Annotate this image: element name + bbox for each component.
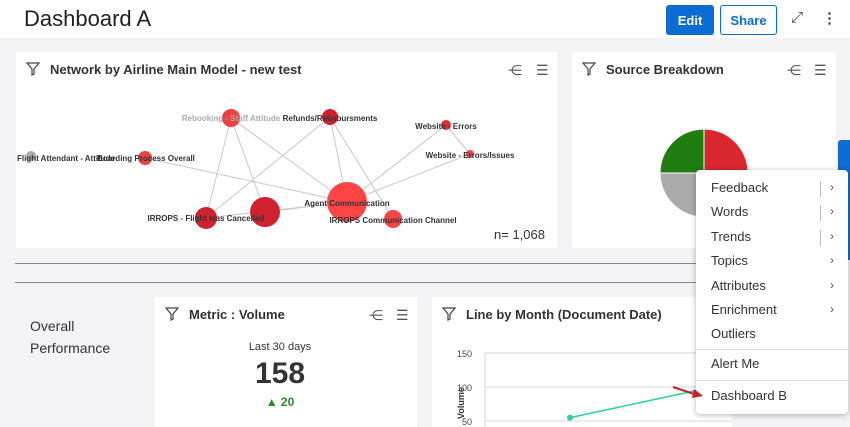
network-node[interactable] [441, 120, 451, 130]
network-node[interactable] [138, 151, 152, 165]
sample-size: n= 1,068 [494, 227, 545, 242]
divider [15, 282, 705, 283]
network-node-label: Flight Attendant - Attitude [17, 154, 116, 163]
data-point[interactable] [567, 414, 573, 421]
widget-title: Source Breakdown [606, 62, 724, 77]
y-tick: 50 [462, 417, 472, 427]
network-node-label: IRROPS - Flight was Cancelled [148, 214, 265, 223]
chevron-right-icon[interactable]: › [830, 302, 834, 316]
divider [15, 263, 705, 264]
y-tick: 100 [457, 383, 472, 393]
widget-title: Network by Airline Main Model - new test [50, 62, 302, 77]
menu-icon[interactable]: ☰ [814, 62, 827, 78]
network-edge [230, 117, 266, 213]
share-nodes-icon[interactable]: ⋲ [369, 307, 383, 323]
menu-icon[interactable]: ☰ [536, 62, 549, 78]
menu-separator [820, 181, 821, 197]
section-label-line: Performance [30, 340, 111, 356]
filter-icon[interactable] [26, 62, 40, 76]
section-label: Overall Performance [30, 315, 110, 359]
metric-widget: Metric : Volume ⋲ ☰ Last 30 days 158 ▲ 2… [155, 297, 417, 427]
y-axis-label: Volume [456, 387, 466, 419]
network-node-label: Refunds/Reimbursments [283, 114, 378, 123]
share-nodes-icon[interactable]: ⋲ [508, 62, 522, 78]
network-edge [346, 124, 447, 203]
chevron-right-icon[interactable]: › [830, 253, 834, 268]
menu-item-dashboard-b[interactable]: Dashboard B [711, 388, 787, 403]
network-edge [445, 124, 471, 155]
network-node[interactable] [466, 150, 474, 158]
metric-period: Last 30 days [248, 341, 312, 353]
menu-item-words[interactable]: Words [711, 204, 749, 220]
menu-item-topics[interactable]: Topics [711, 253, 748, 269]
section-label-line: Overall [30, 318, 75, 334]
network-node[interactable] [250, 197, 280, 227]
menu-item-outliers[interactable]: Outliers [711, 326, 756, 342]
menu-separator [820, 229, 821, 246]
menu-item-attributes[interactable]: Attributes [711, 277, 766, 293]
share-nodes-icon[interactable]: ⋲ [787, 62, 801, 78]
filter-icon[interactable] [582, 62, 596, 76]
network-edge [205, 116, 331, 219]
chevron-right-icon[interactable]: › [830, 180, 834, 194]
network-node-label: IRROPS Communication Channel [329, 216, 456, 225]
page-title: Dashboard A [24, 6, 152, 31]
network-node[interactable] [195, 207, 217, 229]
network-widget: Network by Airline Main Model - new test… [16, 52, 557, 248]
network-edge [205, 117, 232, 219]
network-edge [346, 153, 471, 203]
menu-item-enrichment[interactable]: Enrichment [711, 302, 777, 317]
line-series [569, 389, 698, 419]
menu-item-feedback[interactable]: Feedback [711, 180, 769, 195]
menu-item-alert-me[interactable]: Alert Me [711, 356, 760, 371]
widget-title: Line by Month (Document Date) [466, 307, 662, 322]
filter-icon[interactable] [442, 307, 456, 321]
network-node[interactable] [327, 182, 367, 222]
network-node-label: Website - Errors/Issues [426, 151, 515, 160]
more-vertical-icon[interactable]: ⋮ [822, 10, 837, 27]
network-edge [329, 116, 394, 220]
metric-value: 158 [254, 357, 306, 390]
menu-divider [696, 349, 848, 350]
widget-title: Metric : Volume [189, 307, 285, 322]
arrow-annotation [672, 386, 703, 398]
share-button[interactable]: Share [720, 5, 777, 35]
network-node-label: Agent Communication [304, 199, 389, 208]
chevron-right-icon[interactable]: › [830, 204, 834, 219]
menu-separator [820, 205, 821, 222]
network-node-label: Rebooking - Staff Attitude [182, 114, 281, 123]
network-node-label: Boarding Process Overall [97, 154, 195, 163]
line-chart: 150 100 50 Volume [456, 349, 732, 427]
network-node-label: Website - Errors [415, 122, 477, 131]
y-tick: 150 [457, 349, 472, 359]
network-edge [144, 157, 348, 203]
line-widget: Line by Month (Document Date) 150 100 50… [432, 297, 732, 427]
metric-delta: ▲ 20 [265, 395, 295, 409]
network-node[interactable] [384, 210, 402, 228]
pie-slice[interactable] [659, 128, 705, 174]
network-node[interactable] [222, 109, 240, 127]
menu-item-trends[interactable]: Trends [711, 228, 751, 244]
network-node[interactable] [26, 151, 36, 161]
menu-divider [696, 380, 848, 381]
network-graph: Rebooking - Staff Attitude Refunds/Reimbu… [17, 109, 515, 229]
chevron-right-icon[interactable]: › [830, 228, 834, 243]
chevron-right-icon[interactable]: › [830, 277, 834, 292]
network-node[interactable] [322, 109, 338, 125]
expand-icon[interactable]: ⤢ [791, 9, 804, 26]
network-edge [230, 117, 348, 203]
menu-icon[interactable]: ☰ [396, 307, 409, 323]
edit-button[interactable]: Edit [666, 5, 714, 35]
filter-icon[interactable] [165, 307, 179, 321]
header: Dashboard A Edit Share ⤢ ⋮ [0, 0, 850, 38]
context-menu: Alert Me Dashboard B Feedback › Words › Tren… [696, 170, 848, 414]
